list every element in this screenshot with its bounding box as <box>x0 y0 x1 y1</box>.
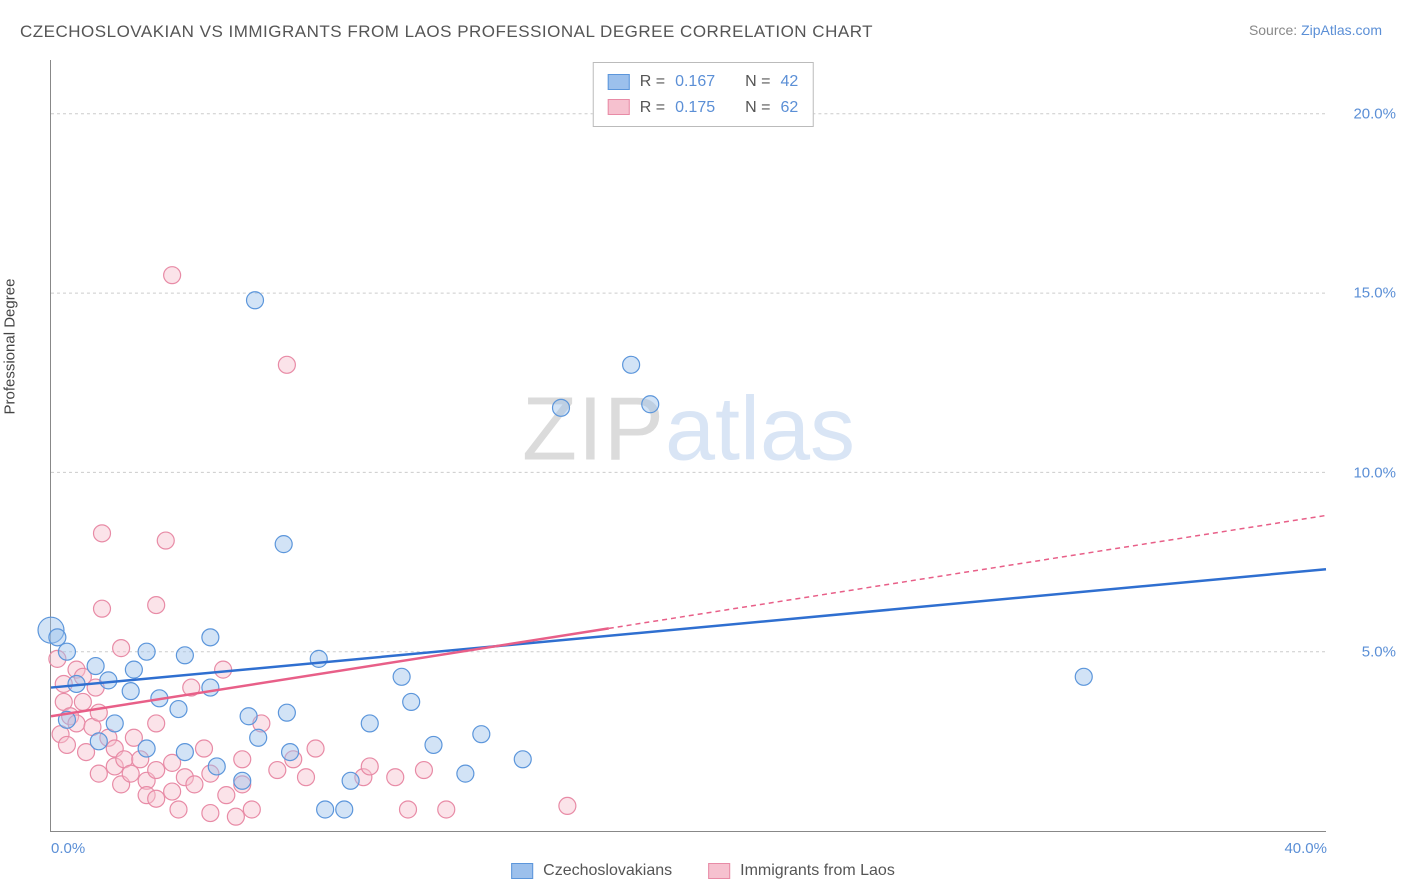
r-label: R = <box>640 69 665 95</box>
correlation-stats-box: R = 0.167 N = 42 R = 0.175 N = 62 <box>593 62 814 127</box>
n-value: 62 <box>780 95 798 121</box>
legend-label: Czechoslovakians <box>543 862 672 880</box>
legend-swatch <box>511 863 533 879</box>
source-label: Source: <box>1249 22 1297 38</box>
chart-title: CZECHOSLOVAKIAN VS IMMIGRANTS FROM LAOS … <box>20 22 873 42</box>
series-swatch <box>608 74 630 90</box>
legend-item: Czechoslovakians <box>511 862 672 880</box>
y-axis-label: Professional Degree <box>2 279 19 415</box>
y-tick-label: 10.0% <box>1353 464 1396 481</box>
r-value: 0.175 <box>675 95 715 121</box>
n-value: 42 <box>780 69 798 95</box>
series-swatch <box>608 99 630 115</box>
r-value: 0.167 <box>675 69 715 95</box>
legend-swatch <box>708 863 730 879</box>
chart-container: CZECHOSLOVAKIAN VS IMMIGRANTS FROM LAOS … <box>0 0 1406 892</box>
y-tick-label: 20.0% <box>1353 105 1396 122</box>
legend-item: Immigrants from Laos <box>708 862 895 880</box>
x-tick-label: 40.0% <box>1284 840 1327 857</box>
r-label: R = <box>640 95 665 121</box>
stats-row: R = 0.175 N = 62 <box>608 95 799 121</box>
bottom-legend: Czechoslovakians Immigrants from Laos <box>511 862 895 880</box>
source-attribution: Source: ZipAtlas.com <box>1249 22 1382 38</box>
plot-svg <box>51 60 1326 831</box>
legend-label: Immigrants from Laos <box>740 862 895 880</box>
x-tick-label: 0.0% <box>51 840 85 857</box>
n-label: N = <box>745 69 770 95</box>
plot-area: ZIPatlas 5.0%10.0%15.0%20.0%0.0%40.0% <box>50 60 1326 832</box>
n-label: N = <box>745 95 770 121</box>
y-tick-label: 5.0% <box>1362 644 1396 661</box>
source-link[interactable]: ZipAtlas.com <box>1301 22 1382 38</box>
y-tick-label: 15.0% <box>1353 285 1396 302</box>
stats-row: R = 0.167 N = 42 <box>608 69 799 95</box>
